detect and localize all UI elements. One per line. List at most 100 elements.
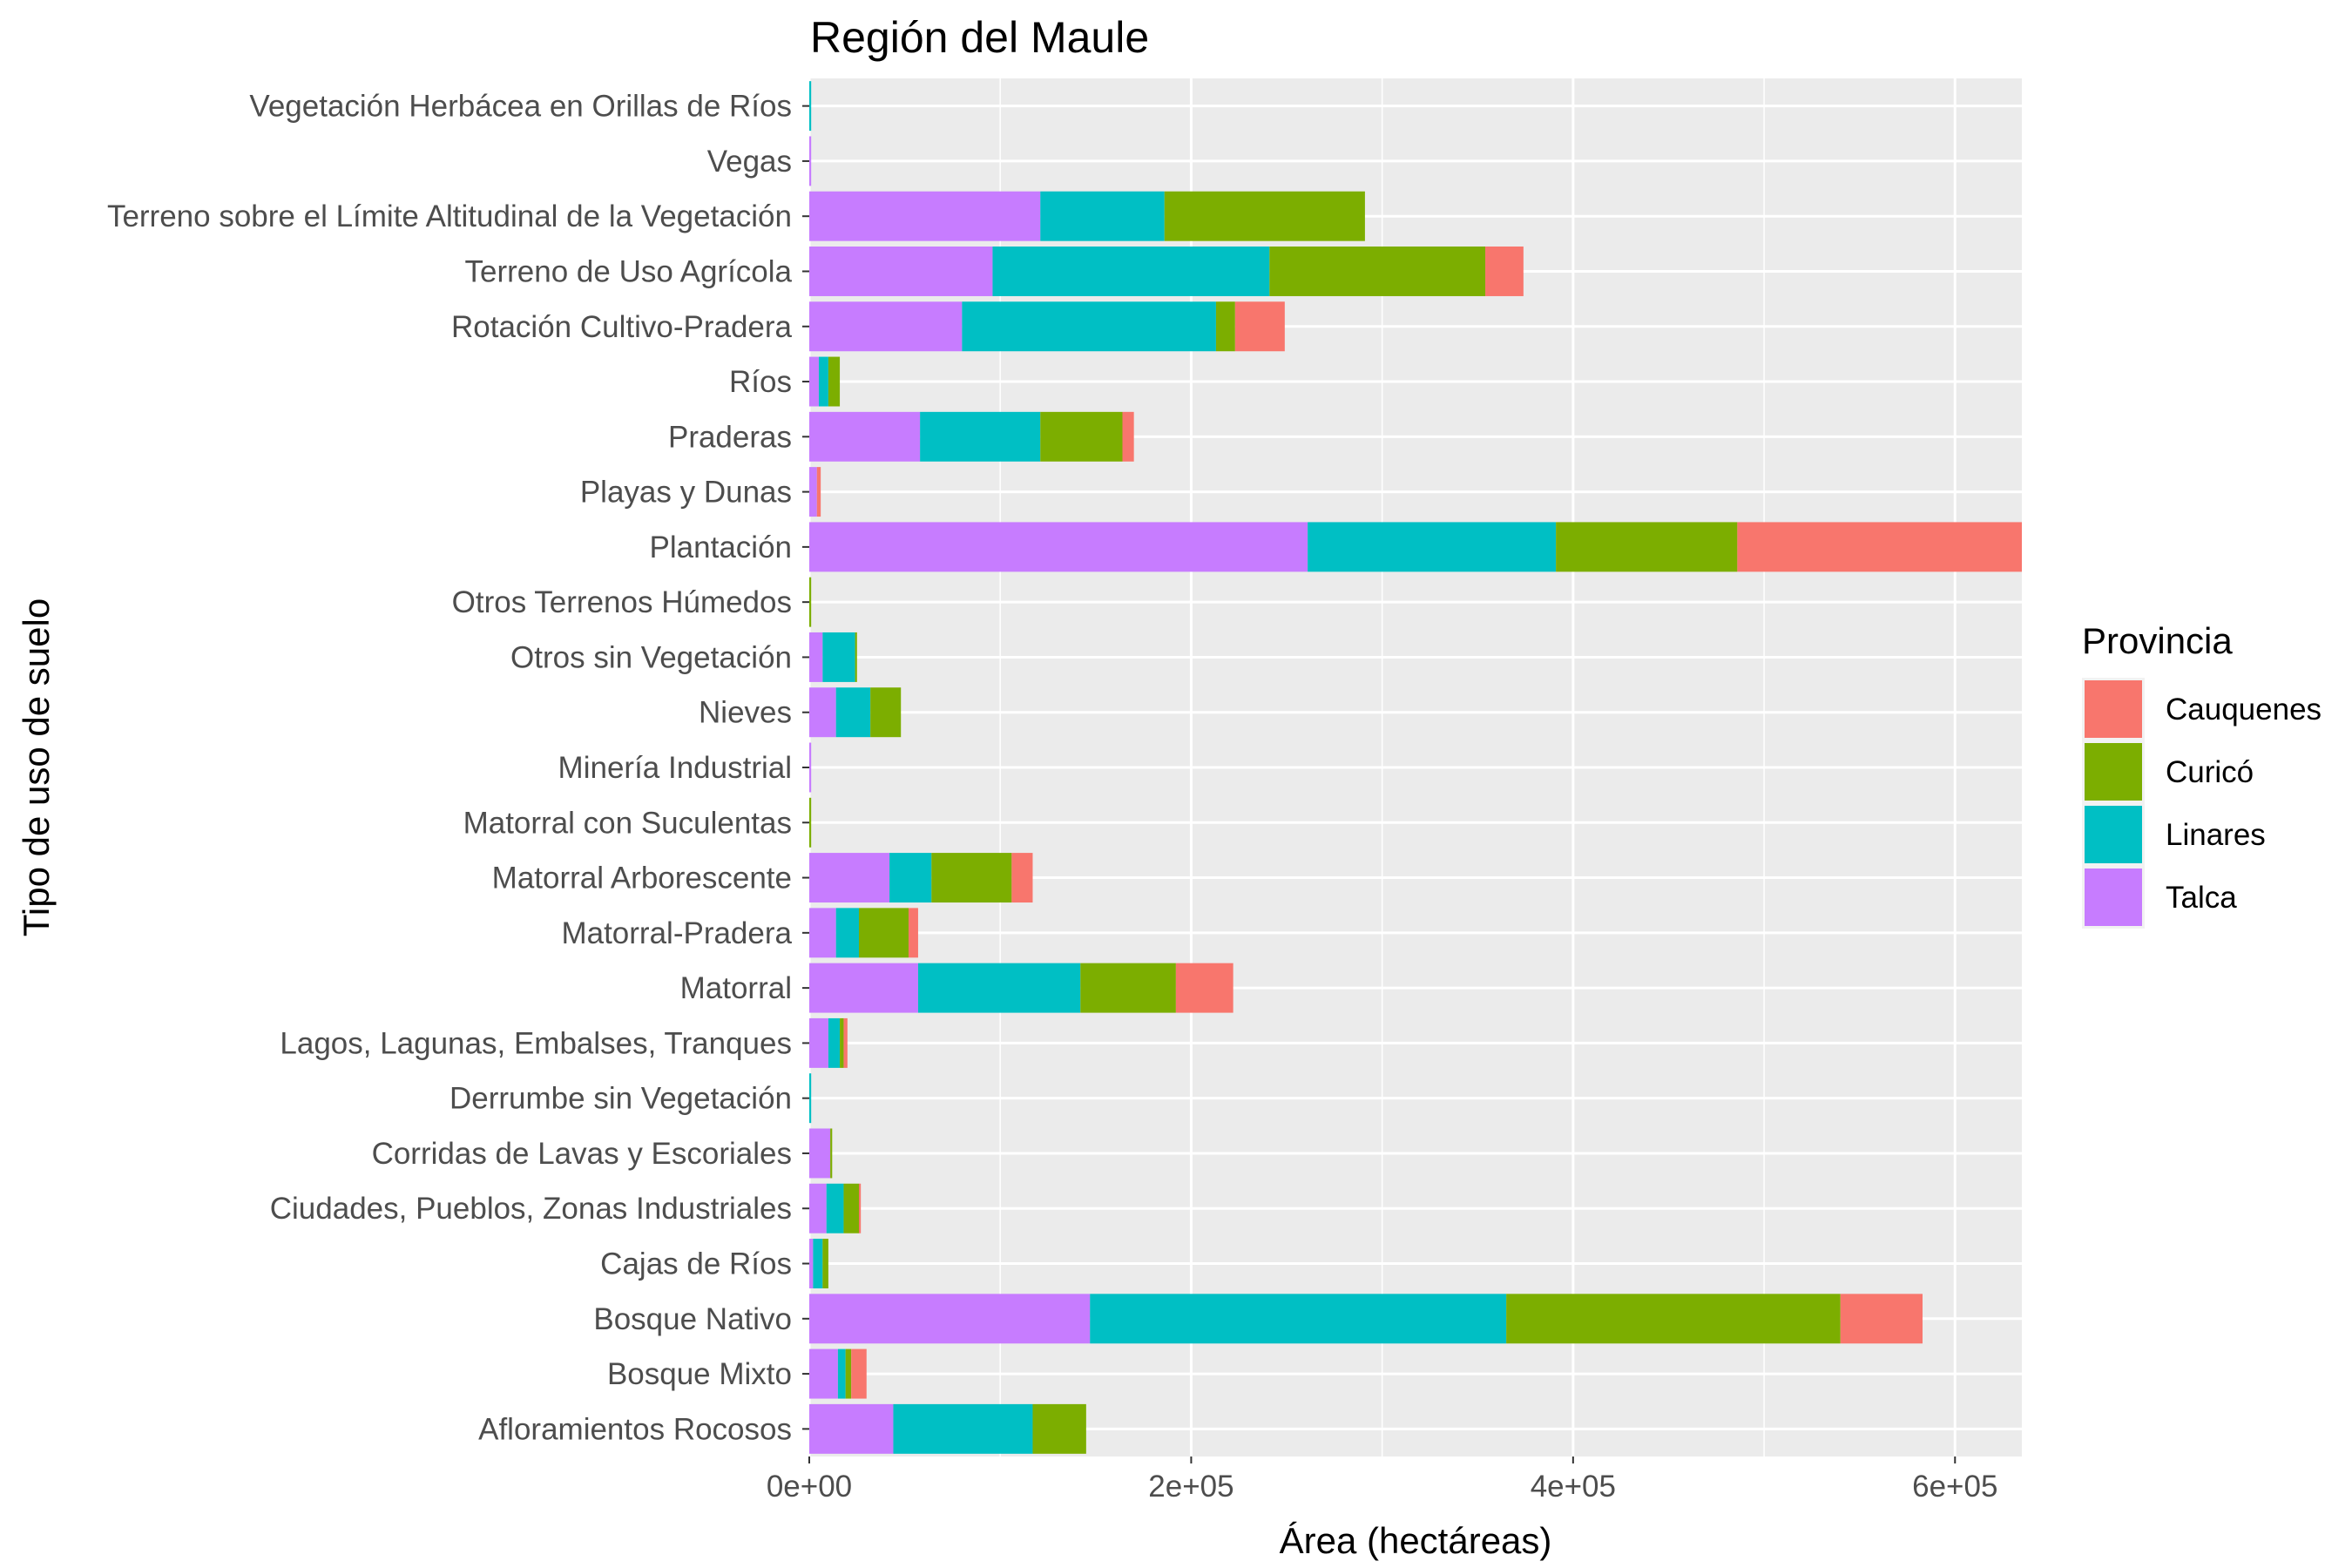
- x-axis-title: Área (hectáreas): [1280, 1520, 1552, 1561]
- bar-talca-terreno-sobre-el-limite-altitudinal-de-la-vegetacion: [809, 191, 1041, 241]
- legend-swatch-curico: [2085, 743, 2142, 801]
- bar-talca-praderas: [809, 411, 921, 462]
- bar-linares-lagos-lagunas-embalses-tranques: [828, 1017, 841, 1068]
- bar-curico-bosque-nativo: [1506, 1294, 1841, 1344]
- category-label: Ciudades, Pueblos, Zonas Industriales: [270, 1192, 792, 1226]
- x-tick-label: 2e+05: [1148, 1470, 1233, 1504]
- category-label: Rotación Cultivo-Pradera: [451, 310, 793, 344]
- bar-linares-otros-sin-vegetacion: [822, 632, 855, 682]
- bar-cauquenes-terreno-de-uso-agricola: [1485, 247, 1524, 296]
- y-ticks: [802, 105, 809, 1430]
- category-label: Cajas de Ríos: [600, 1247, 792, 1281]
- category-label: Vegetación Herbácea en Orillas de Ríos: [249, 90, 792, 124]
- bar-cauquenes-lagos-lagunas-embalses-tranques: [843, 1017, 848, 1068]
- bar-curico-rotacion-cultivo-pradera: [1215, 301, 1235, 352]
- bar-curico-praderas: [1040, 411, 1123, 462]
- bar-linares-cajas-de-rios: [813, 1239, 823, 1288]
- bar-linares-terreno-de-uso-agricola: [992, 247, 1270, 296]
- bar-curico-afloramientos-rocosos: [1032, 1403, 1086, 1454]
- category-label: Matorral con Suculentas: [463, 806, 792, 840]
- y-axis-title: Tipo de uso de suelo: [16, 598, 57, 936]
- bar-curico-matorral-con-suculentas: [809, 797, 812, 848]
- legend-swatch-talca: [2085, 868, 2142, 926]
- legend-swatch-cauquenes: [2085, 680, 2142, 738]
- bar-cauquenes-bosque-nativo: [1840, 1294, 1923, 1344]
- bar-cauquenes-plantacion: [1737, 522, 2022, 572]
- bar-cauquenes-matorral-arborescente: [1011, 853, 1033, 903]
- bar-linares-terreno-sobre-el-limite-altitudinal-de-la-vegetacion: [1040, 191, 1165, 241]
- category-label: Otros sin Vegetación: [510, 640, 792, 674]
- category-label: Corridas de Lavas y Escoriales: [372, 1137, 792, 1171]
- bar-talca-mineria-industrial: [809, 742, 812, 793]
- bar-talca-matorral: [809, 963, 918, 1013]
- category-label: Terreno de Uso Agrícola: [465, 254, 793, 288]
- bar-curico-plantacion: [1556, 522, 1738, 572]
- bar-curico-bosque-mixto: [845, 1348, 852, 1399]
- bar-curico-matorral-arborescente: [931, 853, 1012, 903]
- bar-cauquenes-ciudades-pueblos-zonas-industriales: [858, 1183, 862, 1233]
- bar-linares-afloramientos-rocosos: [893, 1403, 1033, 1454]
- bar-curico-rios: [828, 356, 841, 407]
- x-tick-label: 4e+05: [1531, 1470, 1616, 1504]
- bar-talca-otros-sin-vegetacion: [809, 632, 823, 682]
- bar-linares-matorral-arborescente: [889, 853, 932, 903]
- bar-curico-corridas-de-lavas-y-escoriales: [830, 1128, 833, 1179]
- bar-curico-otros-terrenos-humedos: [809, 577, 812, 627]
- bar-talca-lagos-lagunas-embalses-tranques: [809, 1017, 828, 1068]
- bar-cauquenes-rotacion-cultivo-pradera: [1234, 301, 1285, 352]
- category-label: Lagos, Lagunas, Embalses, Tranques: [280, 1026, 792, 1060]
- category-label: Bosque Nativo: [593, 1302, 792, 1336]
- bar-linares-praderas: [920, 411, 1041, 462]
- bar-talca-bosque-nativo: [809, 1294, 1091, 1344]
- bar-cauquenes-matorral: [1175, 963, 1233, 1013]
- bar-talca-cajas-de-rios: [809, 1239, 814, 1288]
- category-label: Minería Industrial: [558, 751, 792, 785]
- category-label: Nieves: [699, 696, 792, 730]
- legend-label-cauquenes: Cauquenes: [2166, 693, 2322, 727]
- bar-curico-nieves: [870, 687, 902, 738]
- category-label: Praderas: [668, 420, 792, 454]
- bar-talca-matorral-pradera: [809, 908, 836, 958]
- category-label: Plantación: [650, 531, 792, 564]
- legend-title: Provincia: [2082, 620, 2233, 661]
- bars: [809, 81, 2022, 1454]
- legend-label-curico: Curicó: [2166, 755, 2254, 789]
- bar-talca-terreno-de-uso-agricola: [809, 247, 993, 296]
- legend-label-talca: Talca: [2166, 881, 2237, 915]
- bar-curico-ciudades-pueblos-zonas-industriales: [843, 1183, 859, 1233]
- category-label: Bosque Mixto: [607, 1357, 792, 1391]
- bar-linares-nieves: [835, 687, 871, 738]
- bar-linares-bosque-mixto: [837, 1348, 846, 1399]
- bar-talca-nieves: [809, 687, 836, 738]
- legend-swatch-linares: [2085, 806, 2142, 863]
- bar-cauquenes-playas-y-dunas: [816, 467, 821, 517]
- category-label: Matorral: [680, 971, 792, 1005]
- category-label: Otros Terrenos Húmedos: [452, 585, 792, 619]
- bar-linares-matorral-pradera: [835, 908, 859, 958]
- bar-talca-plantacion: [809, 522, 1308, 572]
- category-label: Playas y Dunas: [580, 476, 792, 510]
- bar-talca-playas-y-dunas: [809, 467, 817, 517]
- x-tick-label: 0e+00: [767, 1470, 852, 1504]
- category-label: Derrumbe sin Vegetación: [449, 1082, 792, 1116]
- bar-linares-plantacion: [1308, 522, 1557, 572]
- bar-linares-rios: [818, 356, 828, 407]
- bar-talca-matorral-arborescente: [809, 853, 890, 903]
- bar-talca-ciudades-pueblos-zonas-industriales: [809, 1183, 827, 1233]
- legend-label-linares: Linares: [2166, 818, 2266, 852]
- bar-talca-corridas-de-lavas-y-escoriales: [809, 1128, 831, 1179]
- bar-linares-ciudades-pueblos-zonas-industriales: [826, 1183, 844, 1233]
- bar-talca-afloramientos-rocosos: [809, 1403, 894, 1454]
- bar-curico-terreno-de-uso-agricola: [1269, 247, 1486, 296]
- category-label: Ríos: [729, 365, 792, 399]
- bar-curico-terreno-sobre-el-limite-altitudinal-de-la-vegetacion: [1164, 191, 1365, 241]
- category-label: Afloramientos Rocosos: [478, 1412, 792, 1446]
- bar-cauquenes-matorral-pradera: [908, 908, 918, 958]
- category-label: Terreno sobre el Límite Altitudinal de l…: [107, 199, 792, 233]
- category-label: Matorral-Pradera: [561, 916, 792, 950]
- bar-talca-rotacion-cultivo-pradera: [809, 301, 963, 352]
- x-axis: 0e+00 2e+05 4e+05 6e+05: [767, 1456, 1997, 1504]
- bar-linares-matorral: [917, 963, 1081, 1013]
- bar-linares-bosque-nativo: [1090, 1294, 1507, 1344]
- bar-talca-vegas: [809, 136, 812, 186]
